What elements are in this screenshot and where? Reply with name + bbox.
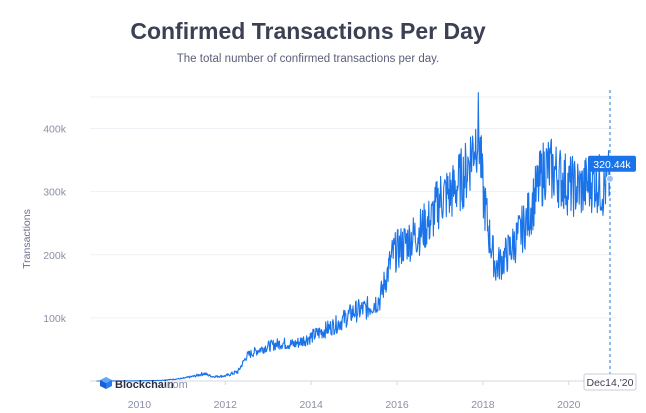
hover-point <box>605 174 614 183</box>
y-tick-label: 300k <box>43 187 67 199</box>
chart-title: Confirmed Transactions Per Day <box>130 18 486 44</box>
date-tooltip-label: Dec14,'20 <box>587 377 634 389</box>
logo-mark-right <box>106 380 112 389</box>
logo-suffix: .com <box>164 379 188 391</box>
value-tooltip-label: 320.44k <box>593 159 631 171</box>
logo-text: Blockchain <box>115 379 174 391</box>
y-axis-label: Transactions <box>21 209 33 269</box>
transactions-line <box>96 92 611 382</box>
y-tick-label: 100k <box>43 313 67 325</box>
blockchain-logo: Blockchain.com <box>100 377 188 391</box>
logo-mark-left <box>100 380 106 389</box>
date-tooltip-box <box>583 373 637 391</box>
value-tooltip-box <box>587 155 636 172</box>
x-tick-label: 2016 <box>385 399 409 411</box>
x-tick-label: 2012 <box>214 399 238 411</box>
y-tick-label: 400k <box>43 124 67 136</box>
x-tick-label: 2010 <box>128 399 152 411</box>
x-tick-label: 2018 <box>471 399 495 411</box>
chart-subtitle: The total number of confirmed transactio… <box>176 53 440 65</box>
y-tick-label: 200k <box>43 250 67 262</box>
x-tick-label: 2014 <box>299 399 323 411</box>
x-tick-label: 2020 <box>557 399 581 411</box>
